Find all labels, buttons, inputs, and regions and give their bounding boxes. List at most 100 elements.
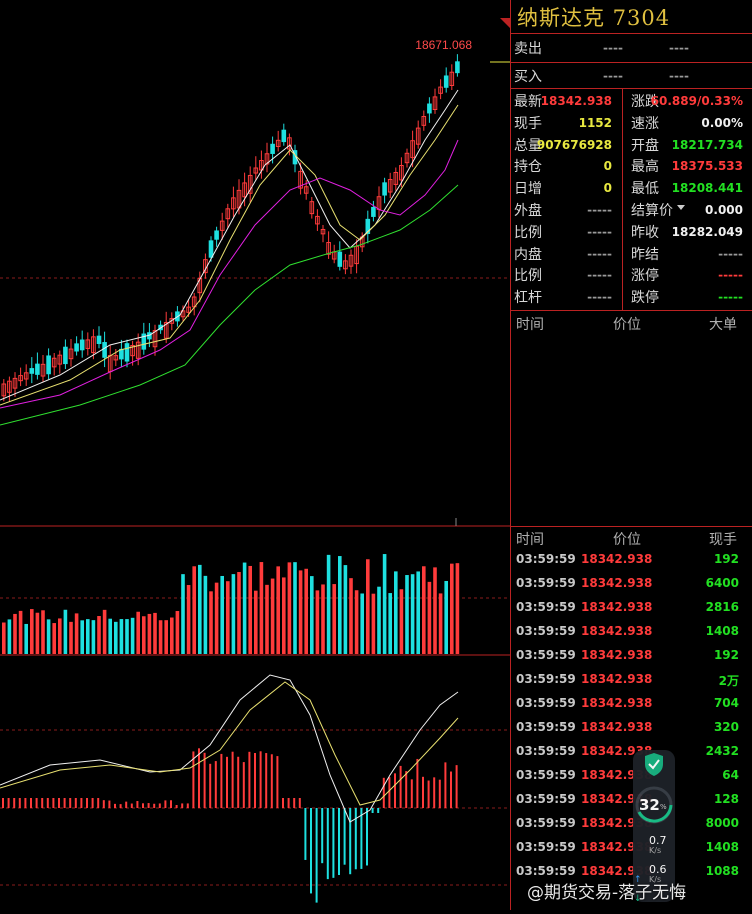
macd-histogram-bar xyxy=(46,798,49,808)
tick-time: 03:59:59 xyxy=(516,768,576,782)
volume-bar xyxy=(74,613,79,654)
candle-body xyxy=(303,186,309,194)
volume-bar xyxy=(220,575,224,654)
stat-value: ----- xyxy=(718,268,743,283)
macd-histogram-bar xyxy=(142,803,144,808)
stat-value: 907676928 xyxy=(536,137,612,152)
macd-histogram-bar xyxy=(433,777,436,808)
stat-label: 涨跌 xyxy=(631,94,659,110)
candle-body xyxy=(113,355,119,361)
volume-bar xyxy=(175,611,180,654)
macd-histogram-bar xyxy=(147,803,150,808)
macd-histogram-bar xyxy=(158,803,161,808)
buy-label: 买入 xyxy=(514,69,542,85)
separator xyxy=(511,526,752,527)
macd-histogram-bar xyxy=(114,803,116,808)
candle-body xyxy=(74,343,79,352)
sell-label: 卖出 xyxy=(514,41,542,57)
stat-value: 18208.441 xyxy=(671,181,743,196)
volume-bar xyxy=(444,580,448,654)
volume-bar xyxy=(231,574,236,654)
macd-histogram-bar xyxy=(41,798,44,808)
candle-body xyxy=(46,355,51,375)
ticks-header-qty: 现手 xyxy=(709,532,737,548)
tick-row[interactable]: 03:59:59 18342.938 320 xyxy=(511,716,752,740)
candle-body xyxy=(57,354,63,365)
big-orders-header-big: 大单 xyxy=(709,317,737,333)
macd-histogram-bar xyxy=(7,798,10,808)
tick-row[interactable]: 03:59:59 18342.938 2816 xyxy=(511,596,752,620)
volume-bar xyxy=(18,610,23,654)
tick-row[interactable]: 03:59:59 18342.938 64 xyxy=(511,764,752,788)
check-icon xyxy=(648,759,660,770)
volume-bars-group xyxy=(2,554,460,654)
candlestick-chart[interactable]: 18671.068 xyxy=(0,0,510,910)
tick-row[interactable]: 03:59:59 18342.938 192 xyxy=(511,548,752,572)
tick-row[interactable]: 03:59:59 18342.938 128 xyxy=(511,788,752,812)
macd-histogram-bar xyxy=(455,765,458,808)
stat-label: 持仓 xyxy=(514,159,542,176)
volume-bar xyxy=(147,613,152,654)
tick-price: 18342.938 xyxy=(581,600,653,614)
candle-body xyxy=(287,137,292,150)
macd-histogram-bar xyxy=(399,765,402,808)
stat-label: 结算价 xyxy=(631,203,673,219)
macd-histogram-bar xyxy=(119,804,122,808)
candle-body xyxy=(298,170,303,189)
macd-histogram-bar xyxy=(293,798,296,808)
tick-row[interactable]: 03:59:59 18342.938 8000 xyxy=(511,812,752,836)
candle-body xyxy=(275,139,281,147)
volume-bar xyxy=(125,619,129,654)
volume-bar xyxy=(198,564,202,654)
chart-area[interactable]: 18671.068 xyxy=(0,0,510,910)
stat-value: 18217.734 xyxy=(671,137,743,152)
tick-row[interactable]: 03:59:59 18342.938 2万 xyxy=(511,668,752,692)
candle-body xyxy=(1,383,7,397)
macd-histogram-bar xyxy=(175,804,178,808)
shield-icon xyxy=(645,753,663,776)
volume-bar xyxy=(265,584,269,654)
candle-body xyxy=(432,96,438,110)
tick-row[interactable]: 03:59:59 18342.938 6400 xyxy=(511,572,752,596)
macd-histogram-bar xyxy=(282,798,284,808)
download-speed: 0.6 xyxy=(649,863,667,876)
tick-time: 03:59:59 xyxy=(516,744,576,758)
corner-marker xyxy=(500,18,510,28)
macd-histogram-bar xyxy=(69,798,72,808)
volume-bar xyxy=(394,571,398,654)
network-monitor-widget[interactable]: ↑ ↓ 32 % 0.7 K/s 0.6 K/s xyxy=(633,750,675,904)
volume-bar xyxy=(354,590,359,654)
macd-histogram-bar xyxy=(310,808,312,894)
volume-bar xyxy=(405,575,409,654)
tick-qty: 704 xyxy=(713,696,739,710)
volume-bar xyxy=(35,612,40,654)
candle-body xyxy=(130,345,135,357)
stat-label: 杠杆 xyxy=(514,290,542,307)
macd-histogram-bar xyxy=(2,798,4,808)
macd-histogram-bar xyxy=(427,780,430,808)
tick-time: 03:59:59 xyxy=(516,696,576,710)
tick-row[interactable]: 03:59:59 18342.938 1408 xyxy=(511,836,752,860)
macd-histogram-bar xyxy=(52,798,55,808)
stat-value: ----- xyxy=(587,268,612,283)
high-price-label: 18671.068 xyxy=(415,38,472,52)
macd-histogram-bar xyxy=(209,763,212,808)
volume-bar xyxy=(310,576,314,654)
volume-bar xyxy=(422,566,426,654)
candle-body xyxy=(438,86,443,94)
candle-body xyxy=(315,215,320,225)
candle-body xyxy=(163,322,169,339)
big-orders-header-time: 时间 xyxy=(516,317,544,333)
tick-row[interactable]: 03:59:59 18342.938 192 xyxy=(511,644,752,668)
tick-time: 03:59:59 xyxy=(516,792,576,806)
volume-bar xyxy=(63,609,68,654)
volume-bar xyxy=(7,619,12,654)
tick-row[interactable]: 03:59:59 18342.938 704 xyxy=(511,692,752,716)
chevron-down-icon[interactable] xyxy=(677,205,685,210)
tick-price: 18342.938 xyxy=(581,648,653,662)
macd-dea-line xyxy=(0,681,459,806)
macd-histogram-bar xyxy=(410,779,413,808)
tick-row[interactable]: 03:59:59 18342.938 2432 xyxy=(511,740,752,764)
volume-bar xyxy=(237,572,241,654)
tick-row[interactable]: 03:59:59 18342.938 1408 xyxy=(511,620,752,644)
